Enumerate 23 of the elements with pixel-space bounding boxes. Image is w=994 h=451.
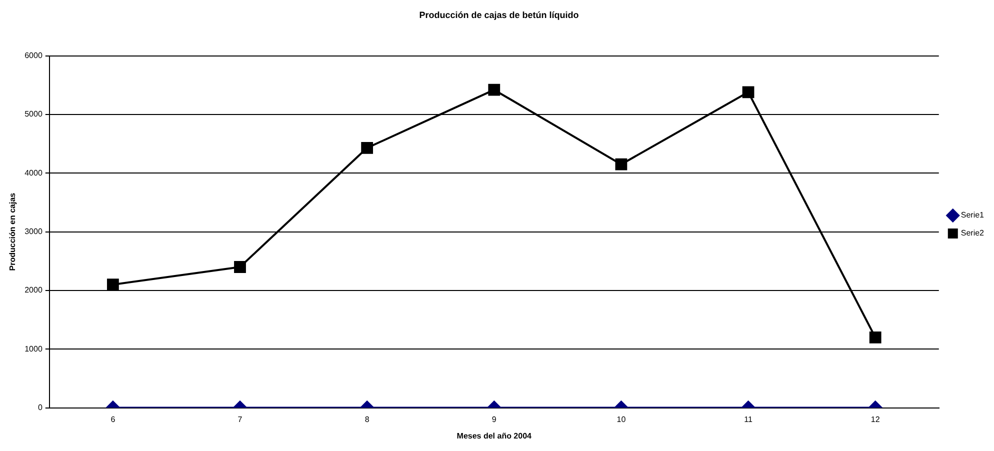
legend-label: Serie1	[960, 210, 985, 220]
x-tick-label: 10	[616, 414, 626, 424]
y-tick-label: 1000	[24, 344, 43, 354]
y-axis-title: Producción en cajas	[8, 192, 18, 271]
x-tick-label: 9	[492, 414, 497, 424]
chart-title: Producción de cajas de betún líquido	[419, 10, 580, 20]
y-tick-label: 4000	[24, 168, 43, 178]
x-tick-label: 8	[364, 414, 370, 424]
x-tick-label: 12	[870, 414, 880, 424]
y-tick-label: 2000	[24, 286, 43, 295]
point	[488, 84, 500, 96]
x-tick-label: 7	[238, 414, 243, 424]
y-tick-label: 5000	[24, 110, 43, 119]
y-tick-label: 0	[38, 403, 43, 412]
x-tick-label: 6	[110, 414, 116, 424]
point	[742, 86, 754, 98]
point	[615, 158, 628, 170]
point	[361, 142, 374, 154]
x-tick-label: 11	[744, 414, 753, 424]
y-tick-label: 3000	[24, 227, 43, 236]
legend-label: Serie2	[960, 228, 985, 238]
x-axis-title: Meses del año 2004	[456, 431, 532, 440]
y-tick-label: 6000	[24, 51, 43, 60]
